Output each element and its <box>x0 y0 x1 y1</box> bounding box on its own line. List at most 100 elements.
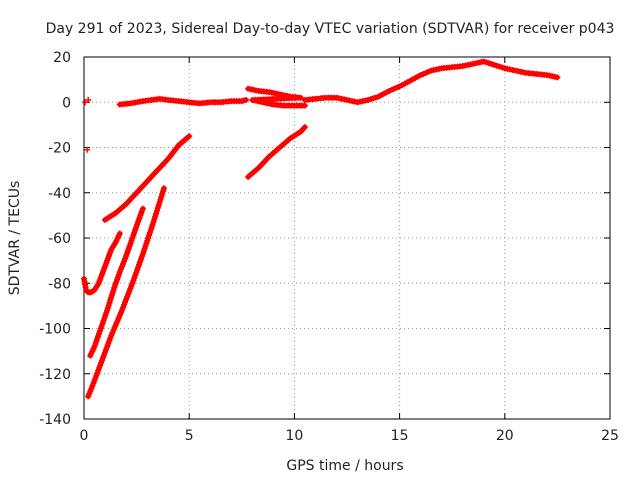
data-point <box>288 102 295 109</box>
data-point <box>160 188 167 195</box>
data-point <box>159 190 166 197</box>
y-tick-label: -20 <box>48 141 71 157</box>
data-point <box>204 99 211 106</box>
data-point <box>122 255 129 262</box>
series-rising-track-c <box>85 185 167 400</box>
data-point <box>125 291 132 298</box>
data-point <box>90 345 97 352</box>
chart-title: Day 291 of 2023, Sidereal Day-to-day VTE… <box>46 21 615 37</box>
data-point <box>137 98 144 105</box>
data-point <box>99 271 106 278</box>
data-point <box>299 102 306 109</box>
data-point <box>285 137 292 144</box>
data-point <box>128 237 135 244</box>
data-point <box>82 99 89 106</box>
data-point <box>134 219 141 226</box>
data-point <box>94 282 101 289</box>
data-point <box>120 202 127 209</box>
data-point <box>103 309 110 316</box>
data-point <box>267 100 274 107</box>
gridlines <box>84 57 610 419</box>
data-point <box>153 207 160 214</box>
data-point <box>107 248 114 255</box>
data-point <box>263 88 270 95</box>
data-point <box>160 185 167 192</box>
data-point <box>264 155 271 162</box>
data-point <box>151 216 158 223</box>
data-point <box>551 73 558 80</box>
data-point <box>295 130 302 137</box>
data-point <box>131 191 138 198</box>
data-point <box>85 96 92 103</box>
data-point <box>393 84 400 91</box>
data-point <box>122 299 129 306</box>
data-point <box>215 99 222 106</box>
y-tick-label: -140 <box>39 412 71 428</box>
data-point <box>123 296 130 303</box>
data-point <box>120 301 127 308</box>
data-point <box>253 87 260 94</box>
series-upper-cluster-8-10h <box>245 85 308 109</box>
data-point <box>541 71 548 78</box>
data-point <box>162 96 169 103</box>
data-point <box>404 79 411 86</box>
data-point <box>274 90 281 97</box>
data-point <box>341 96 348 103</box>
data-point <box>107 334 114 341</box>
series-late-day-rise <box>301 58 561 106</box>
data-point <box>156 199 163 206</box>
data-point <box>520 69 527 76</box>
data-point <box>436 65 443 72</box>
data-point <box>309 96 316 103</box>
y-tick-label: -80 <box>48 276 71 292</box>
data-point <box>446 64 453 71</box>
data-point <box>425 68 432 75</box>
series-descending-bias-track-a <box>81 230 123 296</box>
data-point <box>330 94 337 101</box>
x-tick-label: 20 <box>496 428 514 444</box>
data-point <box>84 146 91 153</box>
data-point <box>478 59 485 66</box>
data-point <box>109 289 116 296</box>
data-point <box>173 144 180 151</box>
data-point <box>157 196 164 203</box>
y-tick-label: -100 <box>39 322 71 338</box>
data-point <box>96 328 103 335</box>
data-points <box>81 58 561 400</box>
data-point <box>240 97 247 104</box>
x-tick-label: 25 <box>601 428 619 444</box>
data-point <box>253 166 260 173</box>
y-axis-label: SDTVAR / TECUs <box>7 181 23 296</box>
data-point <box>415 73 422 80</box>
y-tick-label: 20 <box>53 50 71 66</box>
series-rising-track-b <box>87 205 146 359</box>
data-point <box>155 202 162 209</box>
data-point <box>163 157 170 164</box>
data-point <box>126 288 133 295</box>
data-point <box>142 180 149 187</box>
data-point <box>154 205 161 212</box>
x-tick-label: 10 <box>285 428 303 444</box>
data-point <box>225 98 232 105</box>
data-point <box>194 100 201 107</box>
y-tick-label: 0 <box>62 95 71 111</box>
data-point <box>124 100 131 107</box>
series-near-zero-flat <box>116 95 250 108</box>
data-point <box>278 102 285 109</box>
data-point <box>499 64 506 71</box>
data-point <box>145 97 152 104</box>
y-tick-label: -120 <box>39 367 71 383</box>
data-point <box>362 97 369 104</box>
data-point <box>115 232 122 239</box>
data-point <box>509 67 516 74</box>
data-point <box>89 288 96 295</box>
data-point <box>127 285 134 292</box>
plot-frame <box>83 56 611 420</box>
data-point <box>153 210 160 217</box>
data-point <box>257 98 264 105</box>
data-point <box>158 193 165 200</box>
x-tick-label: 5 <box>185 428 194 444</box>
data-point <box>300 125 307 132</box>
data-point <box>117 309 124 316</box>
